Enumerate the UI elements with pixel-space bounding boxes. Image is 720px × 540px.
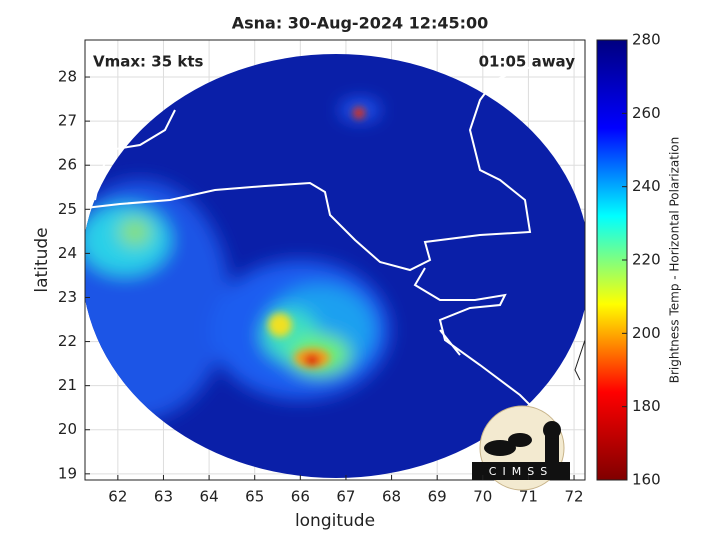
title: Asna: 30-Aug-2024 12:45:00 — [232, 14, 489, 33]
annotation: 01:05 away — [479, 53, 576, 71]
colorbar-tick-label: 180 — [632, 397, 661, 415]
colorbar-label: Brightness Temp - Horizontal Polarizatio… — [668, 137, 682, 384]
y-tick-label: 23 — [58, 288, 77, 306]
colorbar-tick-label: 160 — [632, 471, 661, 489]
x-tick-label: 65 — [245, 488, 264, 506]
x-tick-label: 70 — [473, 488, 492, 506]
y-tick-label: 19 — [58, 464, 77, 482]
y-tick-label: 28 — [58, 68, 77, 86]
x-tick-label: 72 — [565, 488, 584, 506]
x-tick-label: 63 — [154, 488, 173, 506]
colorbar-tick-label: 260 — [632, 104, 661, 122]
logo: CIMSS — [472, 405, 570, 491]
x-tick-label: 69 — [428, 488, 447, 506]
colorbar-tick-label: 220 — [632, 251, 661, 269]
coastline — [85, 59, 561, 451]
y-tick-label: 24 — [58, 244, 77, 262]
satellite-swath — [85, 54, 585, 478]
colorbar-tick-label: 240 — [632, 177, 661, 195]
y-tick-label: 26 — [58, 156, 77, 174]
colorbar-tick-label: 280 — [632, 31, 661, 49]
coastline-outside — [574, 339, 585, 381]
colorbar-tick-label: 200 — [632, 324, 661, 342]
x-tick-label: 71 — [519, 488, 538, 506]
x-tick-label: 62 — [108, 488, 127, 506]
x-tick-label: 67 — [336, 488, 355, 506]
y-tick-label: 21 — [58, 376, 77, 394]
y-tick-label: 20 — [58, 420, 77, 438]
x-axis-label: longitude — [295, 511, 375, 531]
logo-text: CIMSS — [489, 465, 553, 478]
y-tick-label: 22 — [58, 332, 77, 350]
y-axis-label: latitude — [32, 227, 52, 292]
plot-frame — [84, 39, 586, 481]
annotation: Vmax: 35 kts — [93, 53, 203, 71]
y-tick-label: 25 — [58, 200, 77, 218]
x-tick-label: 68 — [382, 488, 401, 506]
y-tick-label: 27 — [58, 112, 77, 130]
x-tick-label: 66 — [291, 488, 310, 506]
x-tick-label: 64 — [200, 488, 219, 506]
